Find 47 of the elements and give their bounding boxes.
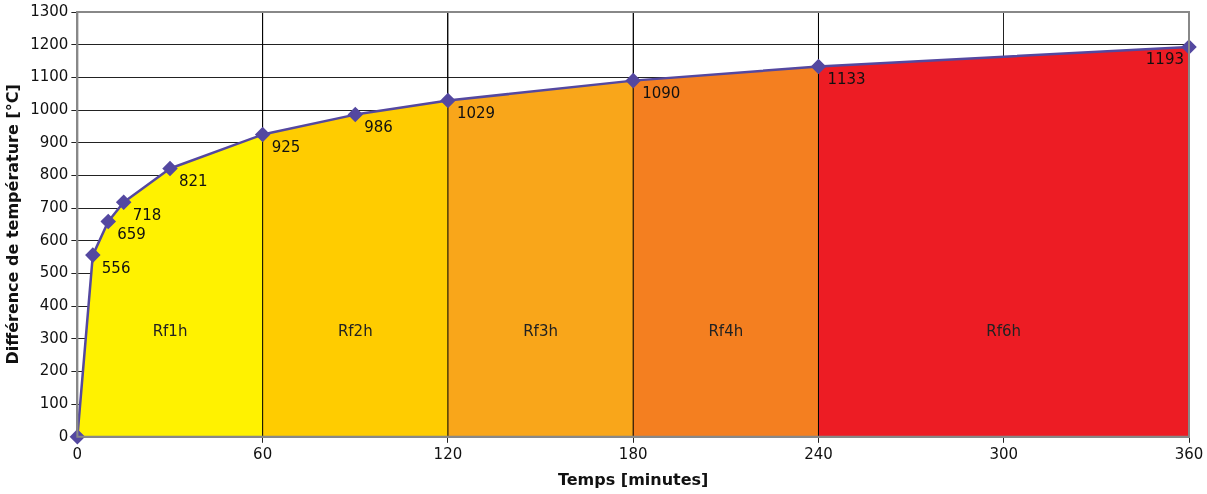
band-label: Rf6h (986, 322, 1022, 341)
y-tick-label: 500 (39, 263, 69, 282)
band-label: Rf2h (337, 322, 373, 341)
y-tick-label: 700 (39, 197, 69, 216)
data-label: 1193 (1145, 50, 1184, 69)
x-tick-label: 60 (253, 444, 273, 463)
y-axis-title: Différence de température [°C] (2, 84, 22, 365)
y-tick-label: 0 (58, 426, 69, 445)
x-tick-label: 240 (804, 444, 833, 463)
y-tick-label: 800 (39, 165, 69, 184)
x-tick-label: 180 (618, 444, 648, 463)
band-label: Rf3h (523, 322, 558, 341)
data-label: 659 (117, 224, 146, 243)
point (101, 214, 116, 229)
band-label: Rf4h (708, 322, 744, 341)
data-label: 556 (101, 258, 131, 277)
data-label: 821 (179, 171, 208, 190)
x-axis-title: Temps [minutes] (557, 469, 709, 489)
data-label: 986 (364, 118, 393, 136)
point (811, 59, 826, 74)
x-tick-label: 360 (1174, 444, 1204, 463)
data-label: 1133 (827, 69, 866, 88)
x-tick-label: 0 (72, 444, 83, 463)
x-tick-label: 300 (989, 444, 1019, 463)
y-tick-label: 1000 (30, 99, 69, 118)
point (116, 194, 131, 210)
data-label: 1090 (642, 84, 681, 103)
y-tick-label: 300 (39, 328, 69, 347)
data-label: 1029 (456, 103, 496, 122)
data-label: 718 (132, 205, 162, 224)
y-tick-label: 400 (39, 295, 69, 314)
data-label: 925 (271, 137, 301, 156)
point (255, 127, 270, 142)
point (625, 73, 641, 88)
band-label: Rf1h (152, 322, 188, 341)
x-tick-label: 120 (433, 444, 463, 463)
y-tick-label: 900 (39, 132, 69, 151)
y-tick-label: 100 (39, 394, 69, 413)
y-tick-label: 1200 (30, 34, 69, 53)
y-tick-label: 600 (39, 230, 69, 249)
point (348, 107, 363, 122)
point (440, 93, 456, 108)
point (85, 247, 101, 263)
point (162, 161, 178, 176)
y-tick-label: 1100 (30, 67, 69, 86)
y-tick-label: 1300 (30, 1, 69, 20)
y-tick-label: 200 (39, 361, 69, 380)
